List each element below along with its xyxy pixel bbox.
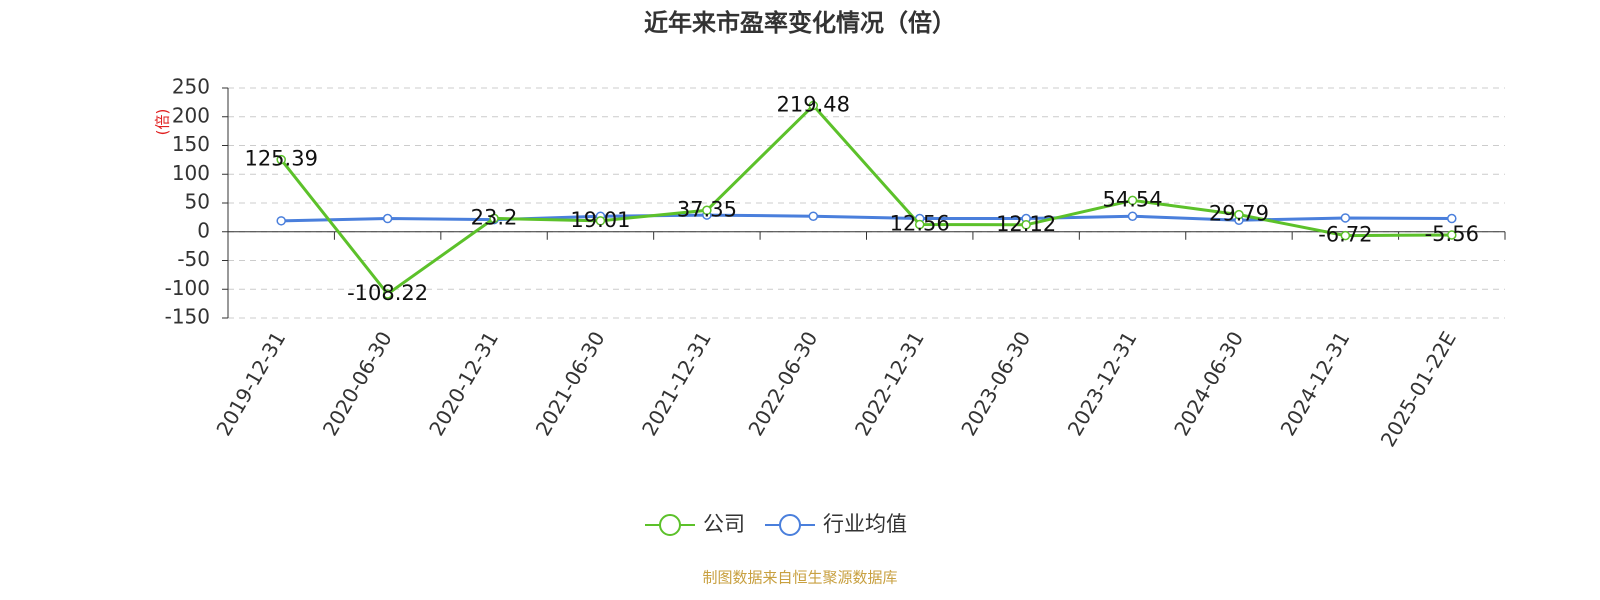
series-line <box>280 103 1452 297</box>
data-point <box>1021 220 1031 230</box>
y-tick-label: 0 <box>197 218 210 242</box>
x-tick-label: 2023-06-30 <box>956 327 1035 440</box>
data-label: -5.56 <box>1425 222 1479 246</box>
y-tick-label: 250 <box>172 75 210 99</box>
legend-label: 公司 <box>703 512 745 536</box>
data-point <box>1447 213 1457 224</box>
data-point <box>1127 211 1138 221</box>
x-tick-label: 2020-06-30 <box>318 327 397 440</box>
data-label: 19.01 <box>570 208 630 232</box>
y-tick-label: 150 <box>172 132 210 156</box>
data-point <box>914 219 925 230</box>
data-label: 12.56 <box>890 212 950 236</box>
legend-marker <box>659 514 681 536</box>
data-label: 12.12 <box>996 212 1056 236</box>
data-point <box>276 216 286 226</box>
x-tick-label: 2024-12-31 <box>1276 327 1355 440</box>
data-point <box>702 205 712 216</box>
data-point <box>382 213 393 224</box>
y-tick-label: -50 <box>177 247 210 271</box>
data-point <box>1127 195 1138 206</box>
data-point <box>1340 230 1351 241</box>
data-point <box>489 213 499 224</box>
y-tick-label: -150 <box>165 305 210 329</box>
legend-marker <box>779 514 801 536</box>
data-label: 37.35 <box>677 197 737 221</box>
x-tick-label: 2021-06-30 <box>531 327 610 440</box>
data-point <box>595 216 606 226</box>
data-point <box>1340 213 1351 223</box>
chart-title: 近年来市盈率变化情况（倍） <box>644 9 956 37</box>
data-point <box>808 100 819 111</box>
y-tick-label: 200 <box>172 103 210 127</box>
x-tick-label: 2023-12-31 <box>1063 327 1142 440</box>
data-point <box>276 154 286 165</box>
y-axis-label: (倍) <box>154 109 172 136</box>
data-point <box>808 211 819 221</box>
y-tick-label: -100 <box>165 276 210 300</box>
data-label: -6.72 <box>1318 223 1372 247</box>
source-note: 制图数据来自恒生聚源数据库 <box>702 569 897 587</box>
y-tick-label: 50 <box>185 190 210 214</box>
x-tick-label: 2022-06-30 <box>743 327 822 440</box>
data-label: 219.48 <box>777 93 850 117</box>
data-label: -108.22 <box>347 281 428 305</box>
data-point <box>382 289 393 299</box>
data-label: 54.54 <box>1102 187 1162 211</box>
legend-label: 行业均值 <box>823 512 907 536</box>
data-label: 23.2 <box>471 205 518 229</box>
x-tick-label: 2019-12-31 <box>211 327 290 440</box>
data-label: 125.39 <box>244 147 317 171</box>
y-tick-label: 100 <box>172 161 210 185</box>
x-tick-label: 2024-06-30 <box>1169 327 1248 440</box>
x-tick-label: 2025-01-22E <box>1376 327 1461 451</box>
x-tick-label: 2020-12-31 <box>424 327 503 440</box>
series-line <box>281 213 1452 223</box>
data-point <box>1234 209 1244 220</box>
x-tick-label: 2022-12-31 <box>850 327 929 440</box>
data-label: 29.79 <box>1209 202 1269 226</box>
data-point <box>1447 230 1457 240</box>
x-tick-label: 2021-12-31 <box>637 327 716 440</box>
